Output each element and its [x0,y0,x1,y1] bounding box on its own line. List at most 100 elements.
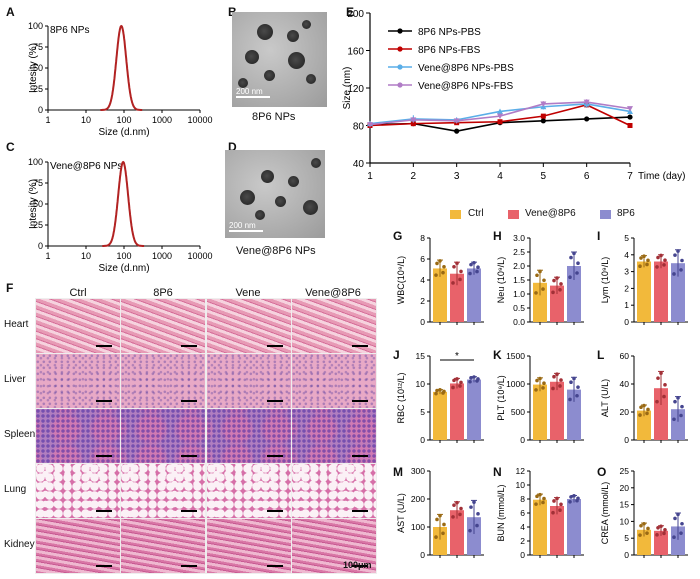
x-tick-label: 3 [454,171,460,182]
panel-letter-d: D [228,140,237,154]
bar-ctrl [533,499,547,555]
legend-swatch-vene-8p6 [508,210,519,219]
histo-col-vene: Vene [235,287,261,299]
bar-8p6 [567,389,581,440]
scale-bar [267,345,283,347]
data-point [452,264,456,269]
data-point [555,496,559,501]
data-point [646,258,650,263]
data-point [645,531,649,535]
x-tick-label: 1000 [152,251,172,261]
y-tick-label: 0 [38,241,43,251]
bar-ctrl [433,268,447,322]
histo-tile-lung-vene-8p6 [291,463,377,519]
dls-curve [100,24,143,111]
y-tick-label: 2 [520,536,525,546]
data-point [458,512,462,517]
data-point [434,535,438,539]
panel-letter-g: G [393,229,403,243]
panel-letter-i: I [597,229,601,243]
data-point [468,379,472,384]
data-point [672,417,676,422]
data-point [535,494,539,499]
data-point [434,273,438,277]
y-tick-label: 1 [624,300,629,310]
data-point [540,118,546,124]
chart-m-ast: 0 100 200 300 AST (U/L) [396,466,484,560]
panel-letter-e: E [346,5,355,19]
data-point [476,377,480,381]
y-tick-label: 100 [28,21,43,31]
y-axis-title: PLT (10⁹/L) [496,375,506,421]
data-point [534,388,538,392]
y-tick-label: 20 [620,407,630,417]
panel-letter-h: H [493,229,502,243]
tem-caption-b: 8P6 NPs [252,111,296,123]
data-point [555,372,559,376]
legend-marker [397,28,403,34]
y-tick-label: 300 [411,466,425,476]
histo-tile-spleen-8p6 [120,408,206,464]
y-tick-label: 0 [420,317,425,327]
y-tick-label: 50 [33,63,43,73]
bar-8p6 [567,266,581,322]
data-point [441,531,445,536]
data-point [676,512,680,517]
y-tick-label: 0 [420,435,425,445]
y-tick-label: 3 [624,267,629,277]
x-axis-title: Size (d.nm) [98,127,149,138]
data-point [656,525,660,530]
histo-tile-liver-vene-8p6 [291,353,377,409]
data-point [575,393,579,398]
data-point [538,269,542,274]
chart-c-dls-vene-8p6: 0 25 50 75 100 1 10 100 1000 10000 Size (d.nm) Inte… [28,157,213,274]
data-point [584,116,590,122]
data-point [576,385,580,389]
scale-bar [267,565,283,567]
data-point [659,371,663,375]
data-point [469,376,473,380]
scale-bar [96,455,112,457]
data-point [534,291,538,295]
x-tick-label: 1000 [152,115,172,125]
histo-tile-liver-8p6 [120,353,206,409]
y-axis-title: AST (U/L) [396,493,406,533]
data-point [472,500,476,504]
y-tick-label: 5 [624,533,629,543]
data-point [435,517,439,522]
data-point [410,121,416,127]
histo-tile-lung-ctrl [35,463,121,519]
scale-bar [96,345,112,347]
data-point [672,535,676,539]
data-point [497,119,503,125]
data-point [552,278,556,283]
data-point [638,413,642,417]
data-point [659,524,663,529]
y-axis-title: Lym (10⁹/L) [600,257,610,304]
histo-row-liver: Liver [4,374,26,385]
scale-bar [352,510,368,512]
chart-j-rbc: 0 5 10 15 RBC (10¹²/L) * [396,351,484,445]
data-point [572,251,576,256]
scale-bar [96,565,112,567]
histo-row-lung: Lung [4,484,27,495]
y-tick-label: 3.0 [513,233,525,243]
data-point [569,495,573,499]
bar-vene-8p6 [654,261,668,322]
data-point [452,503,456,507]
data-point [673,399,677,404]
histo-tile-heart-vene-8p6 [291,298,377,354]
bar-ctrl [637,261,651,322]
legend-label: 8P6 NPs-PBS [418,27,481,38]
legend-label-ctrl: Ctrl [468,208,484,219]
tem-scale-label-b: 200 nm [236,87,263,96]
y-tick-label: 2 [624,283,629,293]
data-point [541,386,545,390]
legend-marker [397,64,403,70]
data-point [455,377,459,381]
scale-bar [352,455,368,457]
y-tick-label: 8 [520,494,525,504]
histo-tile-heart-vene [206,298,292,354]
y-tick-label: 6 [520,508,525,518]
y-tick-label: 1000 [506,379,525,389]
